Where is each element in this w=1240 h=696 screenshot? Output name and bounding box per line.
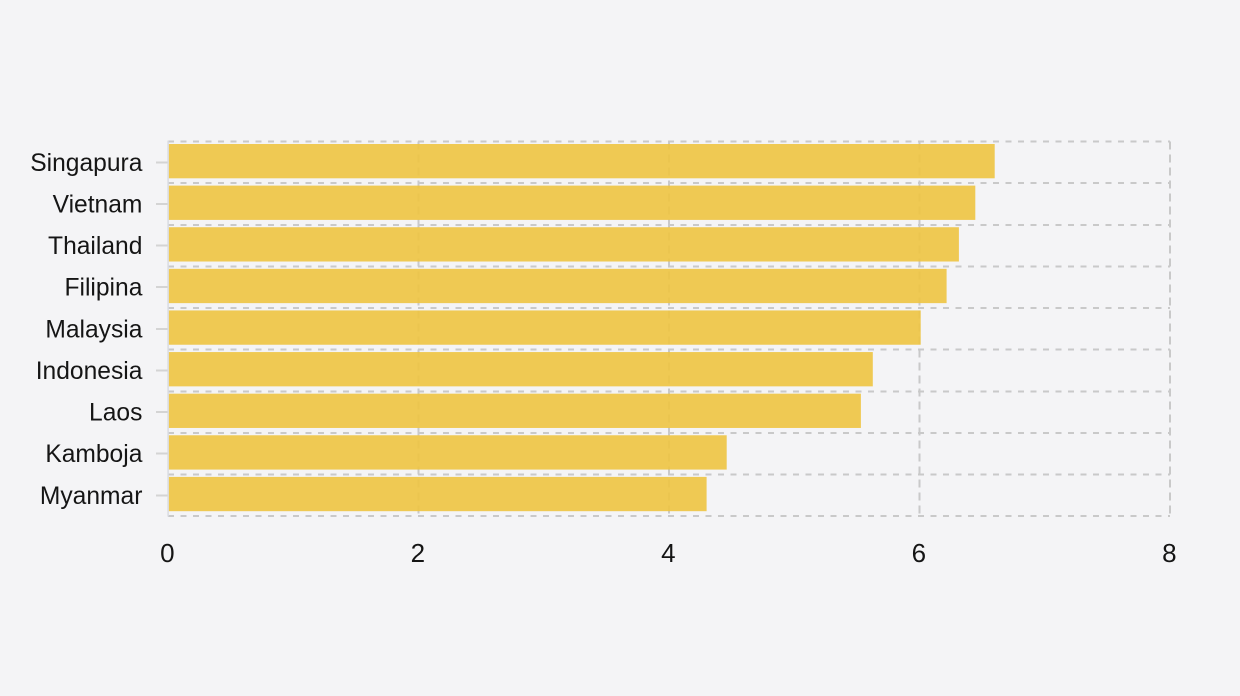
svg-text:Vietnam: Vietnam	[53, 192, 143, 219]
svg-text:2: 2	[411, 538, 425, 568]
svg-text:Singapura: Singapura	[30, 150, 142, 177]
svg-text:Thailand: Thailand	[48, 233, 142, 260]
svg-text:Malaysia: Malaysia	[45, 316, 142, 343]
svg-text:0: 0	[160, 538, 174, 568]
svg-text:4: 4	[661, 538, 675, 568]
svg-text:Indonesia: Indonesia	[36, 358, 143, 385]
svg-text:6: 6	[912, 538, 926, 568]
svg-text:Myanmar: Myanmar	[40, 483, 143, 510]
svg-text:Kamboja: Kamboja	[45, 441, 142, 468]
svg-text:8: 8	[1162, 538, 1176, 568]
svg-text:Filipina: Filipina	[64, 275, 142, 302]
svg-text:Laos: Laos	[89, 400, 142, 427]
